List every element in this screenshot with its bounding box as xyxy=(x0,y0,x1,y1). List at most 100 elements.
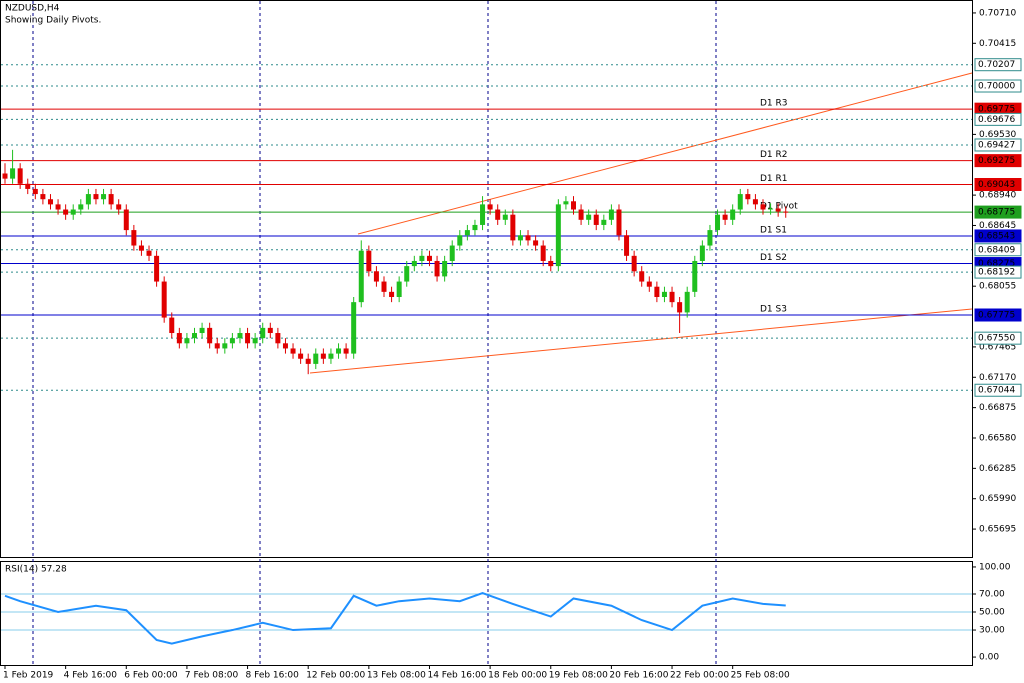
candle-body xyxy=(282,343,288,349)
candle-body xyxy=(47,199,53,205)
candle-body xyxy=(222,343,228,349)
candle-body xyxy=(373,271,379,282)
candle-body xyxy=(389,291,395,297)
candle-body xyxy=(624,235,630,256)
candle-body xyxy=(131,230,137,246)
candle-body xyxy=(161,281,167,318)
x-tick-label: 18 Feb 00:00 xyxy=(488,671,547,681)
candle-body xyxy=(722,214,728,220)
y-tick-label: 0.67465 xyxy=(979,342,1016,352)
candle-body xyxy=(699,245,705,261)
candle-body xyxy=(472,224,478,231)
candle-body xyxy=(669,291,675,303)
y-tick-label: 0.70710 xyxy=(979,8,1016,18)
candle-body xyxy=(366,250,372,272)
candle-body xyxy=(555,204,561,267)
candle-body xyxy=(252,338,258,344)
candle-body xyxy=(510,214,516,241)
candle-body xyxy=(17,168,23,184)
y-tick-label: 0.66875 xyxy=(979,403,1016,413)
rsi-frame xyxy=(0,561,973,666)
candle-body xyxy=(343,348,349,354)
candle-body xyxy=(646,281,652,287)
candle-body xyxy=(116,204,122,210)
candle-body xyxy=(639,271,645,282)
candle-body xyxy=(449,245,455,261)
candle-body xyxy=(411,260,417,267)
level-label-box xyxy=(974,178,1022,192)
candle-body xyxy=(381,281,387,292)
candle-body xyxy=(184,338,190,344)
candle-body xyxy=(730,209,736,220)
candle-body xyxy=(487,204,493,210)
chart-title: NZDUSD,H4 xyxy=(5,4,60,14)
rsi-line xyxy=(4,592,786,645)
candle-body xyxy=(457,235,463,246)
session-separators xyxy=(32,1,717,665)
candle-body xyxy=(692,260,698,292)
level-label: 0.69043 xyxy=(978,180,1015,190)
candle-body xyxy=(358,250,364,303)
candle-body xyxy=(517,235,523,241)
pivot-name: D1 Pivot xyxy=(760,202,798,212)
y-tick-label: 0.66580 xyxy=(979,433,1016,443)
candle-body xyxy=(275,333,281,344)
level-label: 0.68192 xyxy=(978,268,1015,278)
candle-body xyxy=(586,214,592,220)
level-label-box xyxy=(974,205,1022,219)
candle-body xyxy=(593,214,599,225)
candle-body xyxy=(192,333,197,339)
x-tick-label: 22 Feb 00:00 xyxy=(670,671,729,681)
x-tick-label: 8 Feb 16:00 xyxy=(246,671,300,681)
candle-body xyxy=(101,194,107,200)
y-tick-label: 0.68055 xyxy=(979,282,1016,292)
y-tick-label: 0.66285 xyxy=(979,464,1016,474)
level-label-box xyxy=(974,79,1022,93)
main-frame xyxy=(0,0,973,558)
candle-body xyxy=(426,255,432,261)
candle-body xyxy=(237,333,243,339)
pivot-name: D1 R2 xyxy=(760,150,788,160)
candle-body xyxy=(63,209,69,215)
candle-body xyxy=(419,255,425,261)
level-label: 0.69275 xyxy=(978,156,1015,166)
level-label-box xyxy=(974,138,1022,152)
level-label-box xyxy=(974,308,1022,322)
candle-body xyxy=(677,302,683,313)
x-tick-label: 4 Feb 16:00 xyxy=(64,671,118,681)
level-label: 0.70207 xyxy=(978,60,1015,70)
x-tick-label: 19 Feb 08:00 xyxy=(549,671,608,681)
y-tick-label: 0.00 xyxy=(979,653,999,663)
candle-body xyxy=(108,194,114,205)
y-tick-label: 0.70415 xyxy=(979,39,1016,49)
candle-body xyxy=(495,209,501,220)
level-label: 0.69676 xyxy=(978,115,1015,125)
candle-body xyxy=(138,245,144,251)
x-tick-label: 12 Feb 00:00 xyxy=(306,671,365,681)
candle-body xyxy=(260,327,266,339)
candle-body xyxy=(654,286,660,297)
level-label-box xyxy=(974,58,1022,72)
pivot-name: D1 R3 xyxy=(760,99,788,109)
candle-body xyxy=(328,353,334,359)
candle-body xyxy=(93,194,99,200)
x-tick-label: 6 Feb 00:00 xyxy=(124,671,178,681)
level-label: 0.68275 xyxy=(978,259,1015,269)
candle-body xyxy=(176,333,182,344)
trendline-upper xyxy=(357,72,973,235)
candle-body xyxy=(214,343,220,349)
y-tick-label: 50.00 xyxy=(979,608,1005,618)
level-label-box xyxy=(974,112,1022,126)
pivot-name: D1 S3 xyxy=(760,305,787,315)
candle-body xyxy=(548,260,554,267)
candle-body xyxy=(616,209,622,236)
candle-body xyxy=(707,230,713,246)
level-label: 0.67775 xyxy=(978,311,1015,321)
candle-body xyxy=(320,353,326,359)
candle-body xyxy=(207,327,213,344)
x-tick-label: 20 Feb 16:00 xyxy=(609,671,668,681)
y-tick-label: 30.00 xyxy=(979,626,1005,636)
candle-body xyxy=(305,358,311,364)
candle-body xyxy=(715,214,721,231)
level-label: 0.68775 xyxy=(978,208,1015,218)
